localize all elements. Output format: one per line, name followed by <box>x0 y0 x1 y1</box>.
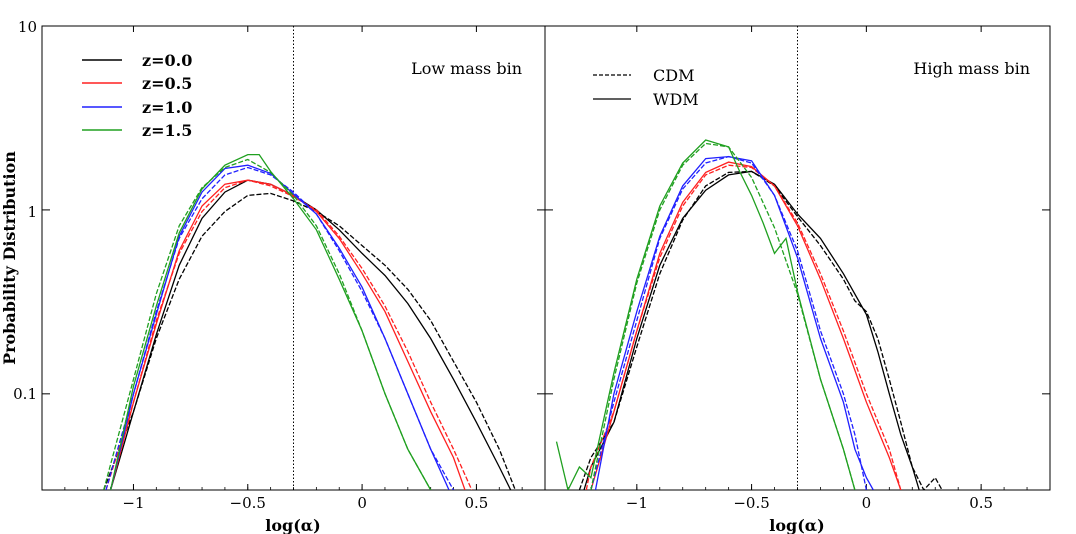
x-tick-label: 0.5 <box>464 494 488 512</box>
series-line-z-1-5-wdm <box>109 153 432 490</box>
x-axis-label-right: log(α) <box>769 516 824 534</box>
x-tick-label: 0 <box>357 494 367 512</box>
y-tick-label-1: 1 <box>27 203 37 221</box>
x-tick-label: 0 <box>862 494 872 512</box>
series-line-z-0-5-wdm <box>109 179 466 490</box>
series-line-z-0-5-cdm <box>585 164 902 490</box>
panel-title-high-mass: High mass bin <box>913 59 1030 78</box>
x-tick-label: −0.5 <box>230 494 266 512</box>
series-line-z-0-0-wdm <box>583 170 920 490</box>
series-line-z-1-0-wdm <box>594 155 874 490</box>
legend-label-cdm: CDM <box>653 66 694 85</box>
x-tick-label: −0.5 <box>733 494 769 512</box>
x-tick-label: −1 <box>122 494 144 512</box>
panel-title-low-mass: Low mass bin <box>411 59 522 78</box>
series-line-z-0-0-cdm <box>103 192 516 490</box>
panel-high-mass: −1 −0.5 0 0.5 <box>544 25 1051 512</box>
legend-label-z10: z=1.0 <box>142 98 192 117</box>
series-line-z-1-5-wdm <box>555 139 856 490</box>
panel-low-mass: −1 −0.5 0 0.5 <box>41 25 546 512</box>
legend-label-z15: z=1.5 <box>142 121 192 140</box>
series-line-z-0-5-wdm <box>590 161 902 490</box>
x-tick-label: −1 <box>626 494 648 512</box>
legend-model: CDM WDM <box>593 66 699 109</box>
series-line-z-1-0-cdm <box>590 155 868 490</box>
legend-label-wdm: WDM <box>653 90 699 109</box>
y-axis-label: Probability Distribution <box>0 151 19 365</box>
series-line-z-1-5-cdm <box>590 142 856 490</box>
legend-label-z05: z=0.5 <box>142 74 192 93</box>
x-tick-label: 0.5 <box>969 494 993 512</box>
series-line-z-0-0-wdm <box>109 179 512 490</box>
legend-label-z0: z=0.0 <box>142 51 192 70</box>
series-group <box>555 139 943 490</box>
legend-redshift: z=0.0 z=0.5 z=1.0 z=1.5 <box>82 51 192 140</box>
x-axis-label-left: log(α) <box>265 516 320 534</box>
series-line-z-0-5-cdm <box>105 179 473 490</box>
series-line-z-1-0-wdm <box>109 164 450 490</box>
series-line-z-0-0-cdm <box>578 170 943 490</box>
series-group <box>103 153 516 490</box>
y-tick-label-10: 10 <box>18 18 37 36</box>
y-tick-label-0.1: 0.1 <box>13 385 37 403</box>
y-tick-labels: 10 1 0.1 <box>13 18 37 403</box>
